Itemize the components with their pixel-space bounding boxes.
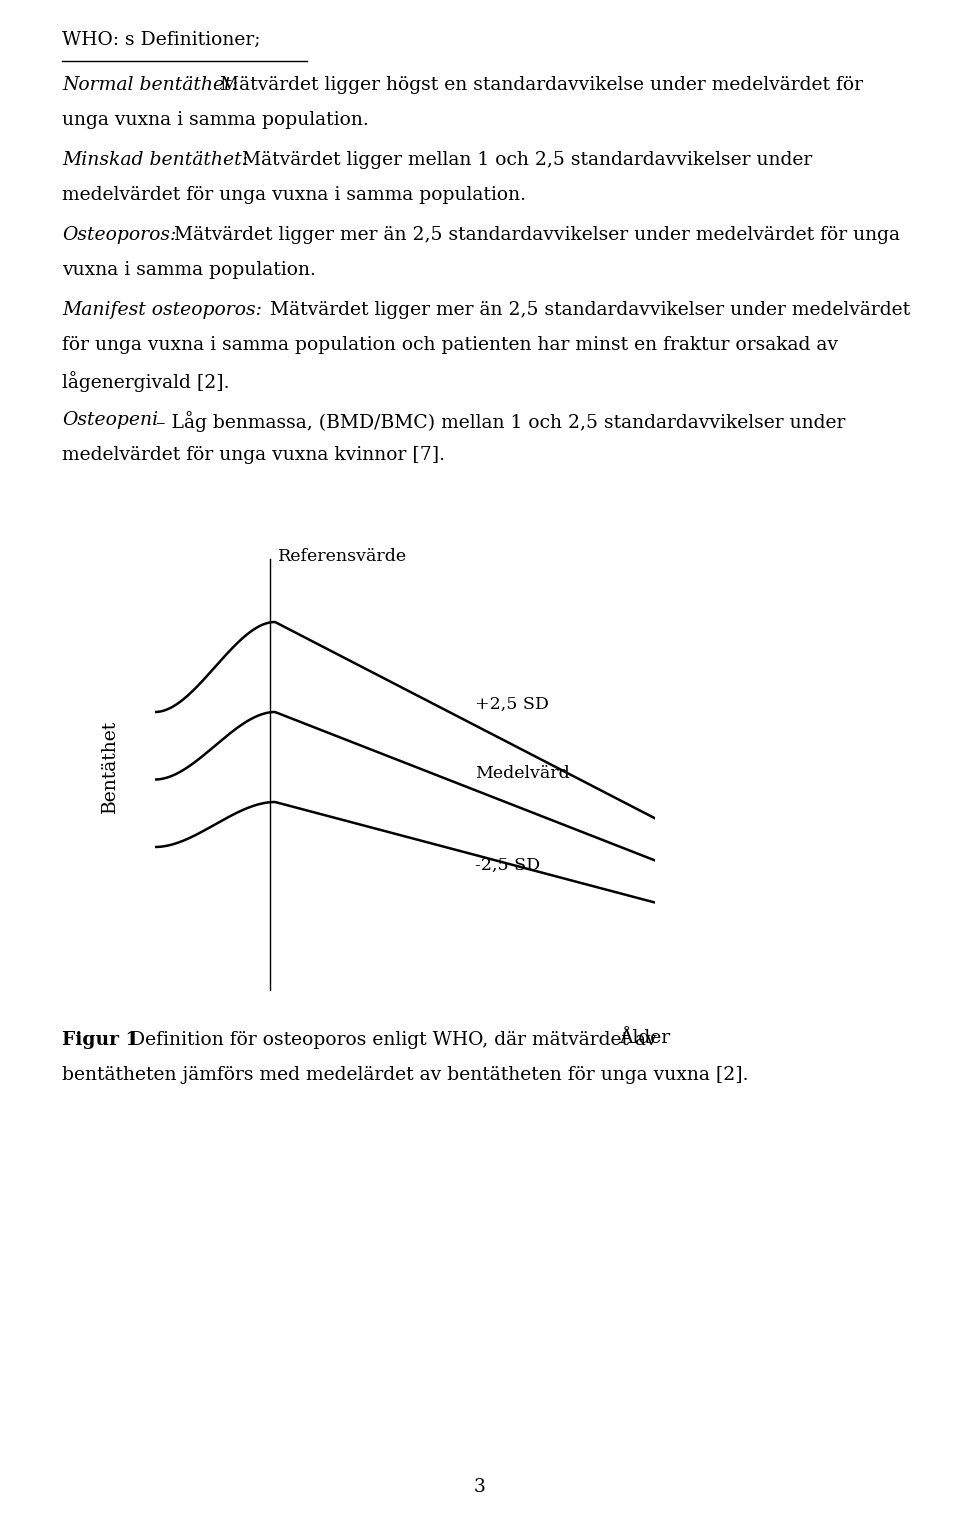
Text: medelvärdet för unga vuxna i samma population.: medelvärdet för unga vuxna i samma popul…: [62, 186, 526, 204]
Text: +2,5 SD: +2,5 SD: [475, 696, 549, 713]
Text: WHO: s Definitioner;: WHO: s Definitioner;: [62, 31, 260, 49]
Text: för unga vuxna i samma population och patienten har minst en fraktur orsakad av: för unga vuxna i samma population och pa…: [62, 336, 838, 354]
Text: Normal bentäthet:: Normal bentäthet:: [62, 76, 238, 95]
Text: Definition för osteoporos enligt WHO, där mätvärdet av: Definition för osteoporos enligt WHO, dä…: [124, 1032, 657, 1048]
Text: unga vuxna i samma population.: unga vuxna i samma population.: [62, 111, 369, 130]
Text: Medelvärd: Medelvärd: [475, 765, 569, 781]
Text: Mätvärdet ligger mellan 1 och 2,5 standardavvikelser under: Mätvärdet ligger mellan 1 och 2,5 standa…: [236, 151, 812, 169]
Text: medelvärdet för unga vuxna kvinnor [7].: medelvärdet för unga vuxna kvinnor [7].: [62, 446, 445, 464]
Text: Mätvärdet ligger mer än 2,5 standardavvikelser under medelvärdet: Mätvärdet ligger mer än 2,5 standardavvi…: [264, 301, 910, 319]
Text: -2,5 SD: -2,5 SD: [475, 856, 540, 874]
Text: bentätheten jämförs med medelärdet av bentätheten för unga vuxna [2].: bentätheten jämförs med medelärdet av be…: [62, 1067, 749, 1083]
Text: vuxna i samma population.: vuxna i samma population.: [62, 261, 316, 279]
Text: Mätvärdet ligger mer än 2,5 standardavvikelser under medelvärdet för unga: Mätvärdet ligger mer än 2,5 standardavvi…: [168, 226, 900, 244]
Text: Referensvärde: Referensvärde: [277, 548, 407, 565]
Text: Minskad bentäthet:: Minskad bentäthet:: [62, 151, 248, 169]
Text: Osteopeni: Osteopeni: [62, 410, 158, 429]
Text: Osteoporos:: Osteoporos:: [62, 226, 177, 244]
Text: Figur 1: Figur 1: [62, 1032, 138, 1048]
Text: 3: 3: [474, 1479, 486, 1495]
Text: – Låg benmassa, (BMD/BMC) mellan 1 och 2,5 standardavvikelser under: – Låg benmassa, (BMD/BMC) mellan 1 och 2…: [150, 410, 846, 432]
Text: Bentäthet: Bentäthet: [101, 719, 119, 813]
Text: Ålder: Ålder: [619, 1029, 671, 1047]
Text: Manifest osteoporos:: Manifest osteoporos:: [62, 301, 262, 319]
Text: Mätvärdet ligger högst en standardavvikelse under medelvärdet för: Mätvärdet ligger högst en standardavvike…: [214, 76, 863, 95]
Text: lågenergivald [2].: lågenergivald [2].: [62, 371, 229, 392]
